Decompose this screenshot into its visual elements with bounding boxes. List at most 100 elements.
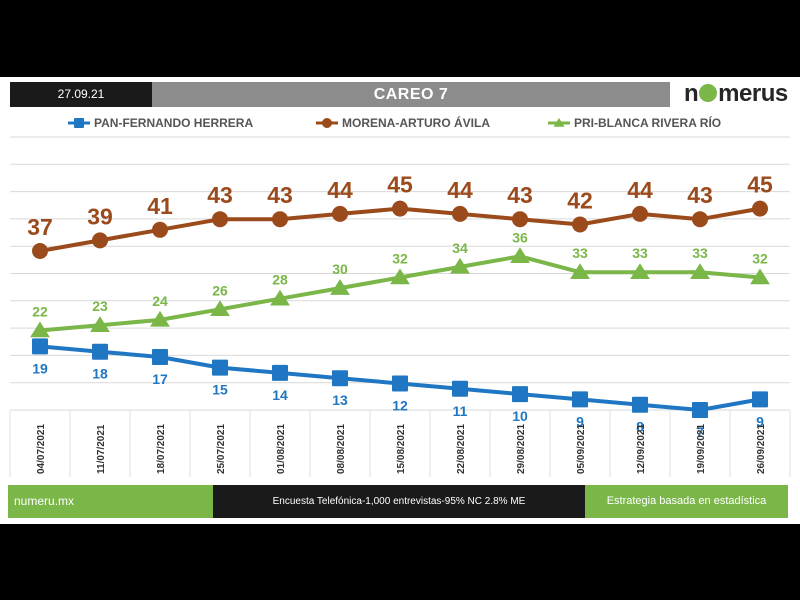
logo-text-start: n (684, 80, 699, 107)
data-point (632, 205, 648, 222)
x-tick-label: 22/08/2021 (456, 424, 467, 474)
data-point (392, 375, 408, 392)
data-point (692, 402, 708, 418)
data-label: 8 (636, 419, 644, 435)
header-date: 27.09.21 (10, 82, 152, 107)
data-label: 18 (92, 366, 108, 382)
header-bar: 27.09.21 CAREO 7 (10, 82, 670, 107)
data-label: 28 (272, 272, 288, 288)
data-point (390, 268, 410, 285)
data-point (452, 380, 468, 397)
poll-slide: 27.09.21 CAREO 7 n merus PAN-FERNANDO HER… (0, 77, 800, 524)
data-label: 22 (32, 304, 48, 320)
data-point (272, 211, 288, 228)
data-point (30, 321, 50, 338)
legend-label: PRI-BLANCA RIVERA RÍO (574, 115, 721, 130)
data-label: 32 (752, 251, 768, 267)
data-point (150, 310, 170, 327)
legend-label: PAN-FERNANDO HERRERA (94, 116, 253, 130)
data-label: 17 (152, 371, 168, 387)
data-label: 9 (576, 413, 584, 429)
data-point (92, 343, 108, 360)
data-label: 23 (92, 298, 108, 314)
data-point (212, 211, 228, 228)
data-label: 42 (567, 188, 593, 214)
data-label: 43 (267, 182, 293, 208)
logo-text-end: merus (718, 80, 788, 107)
data-point (32, 243, 48, 259)
data-point (690, 263, 710, 279)
data-label: 34 (452, 240, 468, 256)
data-point (332, 370, 348, 387)
legend-marker (553, 118, 565, 127)
data-label: 33 (632, 245, 648, 261)
data-point (450, 257, 470, 274)
data-label: 45 (387, 172, 413, 198)
x-tick-label: 12/09/2021 (636, 424, 647, 474)
data-label: 11 (453, 403, 468, 419)
data-point (630, 263, 650, 279)
data-point (452, 205, 468, 222)
numerus-logo: n merus (684, 79, 788, 109)
data-point (90, 316, 110, 332)
footer-site: numeru.mx (8, 485, 213, 518)
footer-tagline: Estrategia basada en estadística (585, 485, 788, 518)
data-point (92, 232, 108, 249)
data-point (272, 364, 288, 381)
data-label: 32 (392, 251, 408, 267)
legend-label: MORENA-ARTURO ÁVILA (342, 115, 490, 130)
data-point (210, 300, 230, 317)
data-label: 9 (756, 413, 764, 429)
data-point (752, 200, 768, 217)
data-point (572, 216, 588, 233)
x-tick-label: 29/08/2021 (516, 424, 527, 474)
logo-o-icon (699, 83, 718, 102)
data-label: 44 (447, 177, 473, 203)
data-point (572, 391, 588, 408)
x-tick-label: 11/07/2021 (96, 424, 107, 474)
data-label: 10 (512, 408, 528, 424)
data-point (510, 247, 530, 264)
data-point (512, 386, 528, 403)
data-label: 43 (687, 182, 713, 208)
data-point (570, 263, 590, 279)
x-tick-label: 19/09/2021 (696, 424, 707, 474)
data-label: 33 (572, 245, 588, 261)
data-label: 44 (327, 177, 353, 203)
legend-marker (74, 118, 84, 128)
data-point (32, 338, 48, 355)
data-point (152, 349, 168, 365)
data-label: 41 (147, 193, 173, 219)
data-point (752, 391, 768, 408)
x-tick-label: 04/07/2021 (36, 424, 47, 474)
data-label: 37 (27, 214, 53, 240)
data-point (750, 268, 770, 285)
x-tick-label: 08/08/2021 (336, 424, 347, 474)
data-label: 45 (747, 172, 773, 198)
data-label: 13 (332, 392, 348, 408)
data-point (332, 205, 348, 222)
x-tick-label: 18/07/2021 (156, 424, 167, 474)
line-chart: PAN-FERNANDO HERRERA MORENA-ARTURO ÁVILA P… (9, 115, 791, 477)
x-tick-label: 26/09/2021 (756, 424, 767, 474)
data-label: 19 (32, 360, 48, 376)
data-label: 43 (507, 182, 533, 208)
data-point (692, 211, 708, 228)
x-tick-label: 05/09/2021 (576, 424, 587, 474)
data-label: 12 (392, 398, 408, 414)
data-label: 43 (207, 182, 233, 208)
data-label: 44 (627, 177, 653, 203)
x-tick-label: 15/08/2021 (396, 424, 407, 474)
data-point (632, 396, 648, 413)
data-label: 36 (512, 229, 528, 245)
data-label: 33 (692, 245, 708, 261)
footer-bar: numeru.mx Encuesta Telefónica-1,000 entr… (8, 485, 788, 518)
data-label: 7 (696, 424, 704, 440)
data-point (392, 200, 408, 217)
data-label: 26 (212, 282, 228, 298)
chart-title: CAREO 7 (373, 86, 449, 103)
data-label: 14 (272, 387, 288, 403)
data-point (330, 279, 350, 295)
data-point (152, 221, 168, 238)
data-label: 30 (332, 261, 348, 277)
